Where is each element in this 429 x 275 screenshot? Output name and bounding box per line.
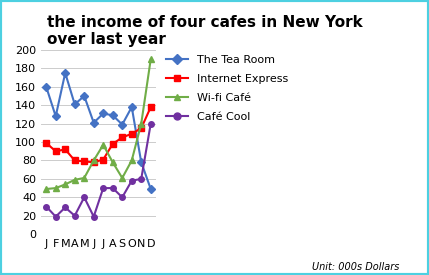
The Tea Room <box>72 103 77 106</box>
Café Cool <box>101 186 106 190</box>
Café Cool <box>110 186 115 190</box>
Line: Wi-fi Café: Wi-fi Café <box>43 56 154 192</box>
Line: The Tea Room: The Tea Room <box>43 70 154 192</box>
Café Cool <box>72 214 77 217</box>
Internet Express <box>91 161 96 164</box>
Wi-fi Café <box>63 183 68 186</box>
Café Cool <box>82 196 87 199</box>
Café Cool <box>139 177 144 180</box>
Wi-fi Café <box>110 161 115 164</box>
Wi-fi Café <box>120 176 125 180</box>
Café Cool <box>148 122 153 125</box>
Internet Express <box>110 142 115 145</box>
Wi-fi Café <box>139 122 144 125</box>
Internet Express <box>120 136 125 139</box>
The Tea Room <box>139 161 144 164</box>
Internet Express <box>101 158 106 161</box>
The Tea Room <box>44 85 49 89</box>
Line: Internet Express: Internet Express <box>43 104 154 165</box>
Text: the income of four cafes in New York
over last year: the income of four cafes in New York ove… <box>47 15 363 47</box>
Internet Express <box>53 150 58 153</box>
Café Cool <box>63 206 68 209</box>
Wi-fi Café <box>91 159 96 162</box>
Internet Express <box>139 126 144 130</box>
Text: Unit: 000s Dollars: Unit: 000s Dollars <box>312 262 400 272</box>
The Tea Room <box>110 114 115 117</box>
Internet Express <box>82 160 87 163</box>
Internet Express <box>44 141 49 145</box>
Wi-fi Café <box>82 176 87 180</box>
Wi-fi Café <box>101 143 106 147</box>
The Tea Room <box>120 123 125 126</box>
Café Cool <box>129 179 134 182</box>
Legend: The Tea Room, Internet Express, Wi-fi Café, Café Cool: The Tea Room, Internet Express, Wi-fi Ca… <box>163 52 292 125</box>
Internet Express <box>129 132 134 135</box>
Wi-fi Café <box>72 178 77 182</box>
The Tea Room <box>129 105 134 109</box>
Internet Express <box>72 159 77 162</box>
The Tea Room <box>91 121 96 124</box>
Wi-fi Café <box>129 159 134 162</box>
Wi-fi Café <box>53 186 58 190</box>
The Tea Room <box>101 112 106 115</box>
The Tea Room <box>63 71 68 75</box>
Café Cool <box>120 196 125 199</box>
The Tea Room <box>148 187 153 191</box>
The Tea Room <box>53 115 58 118</box>
The Tea Room <box>82 94 87 98</box>
Wi-fi Café <box>44 187 49 191</box>
Café Cool <box>53 215 58 218</box>
Internet Express <box>148 105 153 109</box>
Line: Café Cool: Café Cool <box>43 121 154 219</box>
Internet Express <box>63 148 68 151</box>
Café Cool <box>91 215 96 218</box>
Café Cool <box>44 205 49 208</box>
Wi-fi Café <box>148 57 153 61</box>
